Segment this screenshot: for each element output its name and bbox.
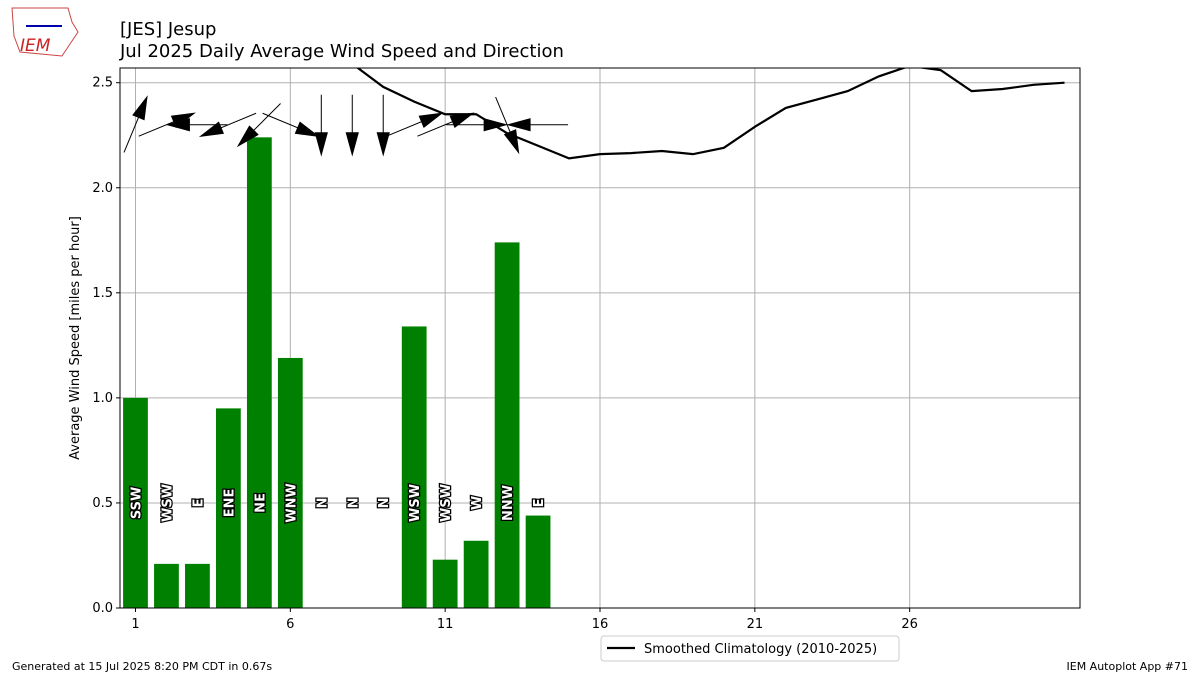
direction-label: N (346, 497, 361, 508)
x-tick-label: 11 (437, 617, 454, 632)
y-tick-label: 1.5 (92, 286, 113, 301)
wind-arrow (314, 94, 328, 157)
bar (525, 515, 551, 608)
bar (401, 326, 427, 608)
direction-label: ENE (222, 489, 237, 518)
wind-arrow (123, 95, 148, 153)
direction-label: W (470, 496, 485, 510)
bar (246, 137, 272, 608)
bar (494, 242, 520, 608)
chart-subtitle: Jul 2025 Daily Average Wind Speed and Di… (119, 41, 564, 62)
direction-label: E (191, 498, 206, 507)
wind-arrow (386, 112, 444, 137)
chart-title: [JES] Jesup (120, 19, 216, 40)
x-tick-label: 6 (286, 617, 294, 632)
bar (185, 563, 210, 608)
wind-arrow (495, 96, 520, 155)
logo-text: IEM (20, 36, 51, 56)
bar (463, 540, 489, 608)
wind-arrow (262, 112, 320, 137)
legend-box (600, 635, 900, 662)
wind-arrow (506, 118, 569, 132)
wind-arrow (345, 94, 359, 157)
x-tick-label: 21 (747, 617, 764, 632)
wind-arrow (165, 118, 228, 132)
x-tick-label: 26 (901, 617, 918, 632)
direction-label: N (377, 497, 392, 508)
legend-label: Smoothed Climatology (2010-2025) (644, 642, 877, 657)
footer-right: IEM Autoplot App #71 (1067, 660, 1189, 673)
direction-label: NNW (501, 485, 516, 521)
y-tick-label: 0.0 (92, 601, 113, 616)
direction-label: WSW (408, 484, 423, 522)
logo: IEM (11, 7, 79, 57)
y-tick-label: 2.5 (92, 76, 113, 91)
y-tick-label: 2.0 (92, 181, 113, 196)
wind-arrow (376, 94, 390, 157)
y-axis-label: Average Wind Speed [miles per hour] (68, 216, 83, 460)
wind-arrow (198, 112, 257, 137)
x-tick-label: 1 (131, 617, 139, 632)
bar (277, 357, 303, 608)
direction-label: WNW (284, 483, 299, 523)
direction-label: E (532, 498, 547, 507)
plot-frame (119, 67, 1081, 609)
wind-arrow (417, 112, 475, 137)
direction-label: WSW (160, 484, 175, 522)
x-tick-label: 16 (592, 617, 609, 632)
direction-label: NE (253, 493, 268, 513)
direction-label: SSW (129, 487, 144, 519)
bar (123, 397, 148, 608)
legend: Smoothed Climatology (2010-2025) (600, 635, 900, 662)
direction-label: N (315, 497, 330, 508)
bar (216, 408, 241, 608)
footer-left: Generated at 15 Jul 2025 8:20 PM CDT in … (12, 660, 272, 673)
direction-label: WSW (439, 484, 454, 522)
y-tick-label: 1.0 (92, 391, 113, 406)
bar (432, 559, 458, 608)
y-tick-label: 0.5 (92, 496, 113, 511)
wind-arrow (236, 103, 281, 148)
climatology-line (356, 68, 1065, 160)
bar (154, 563, 179, 608)
